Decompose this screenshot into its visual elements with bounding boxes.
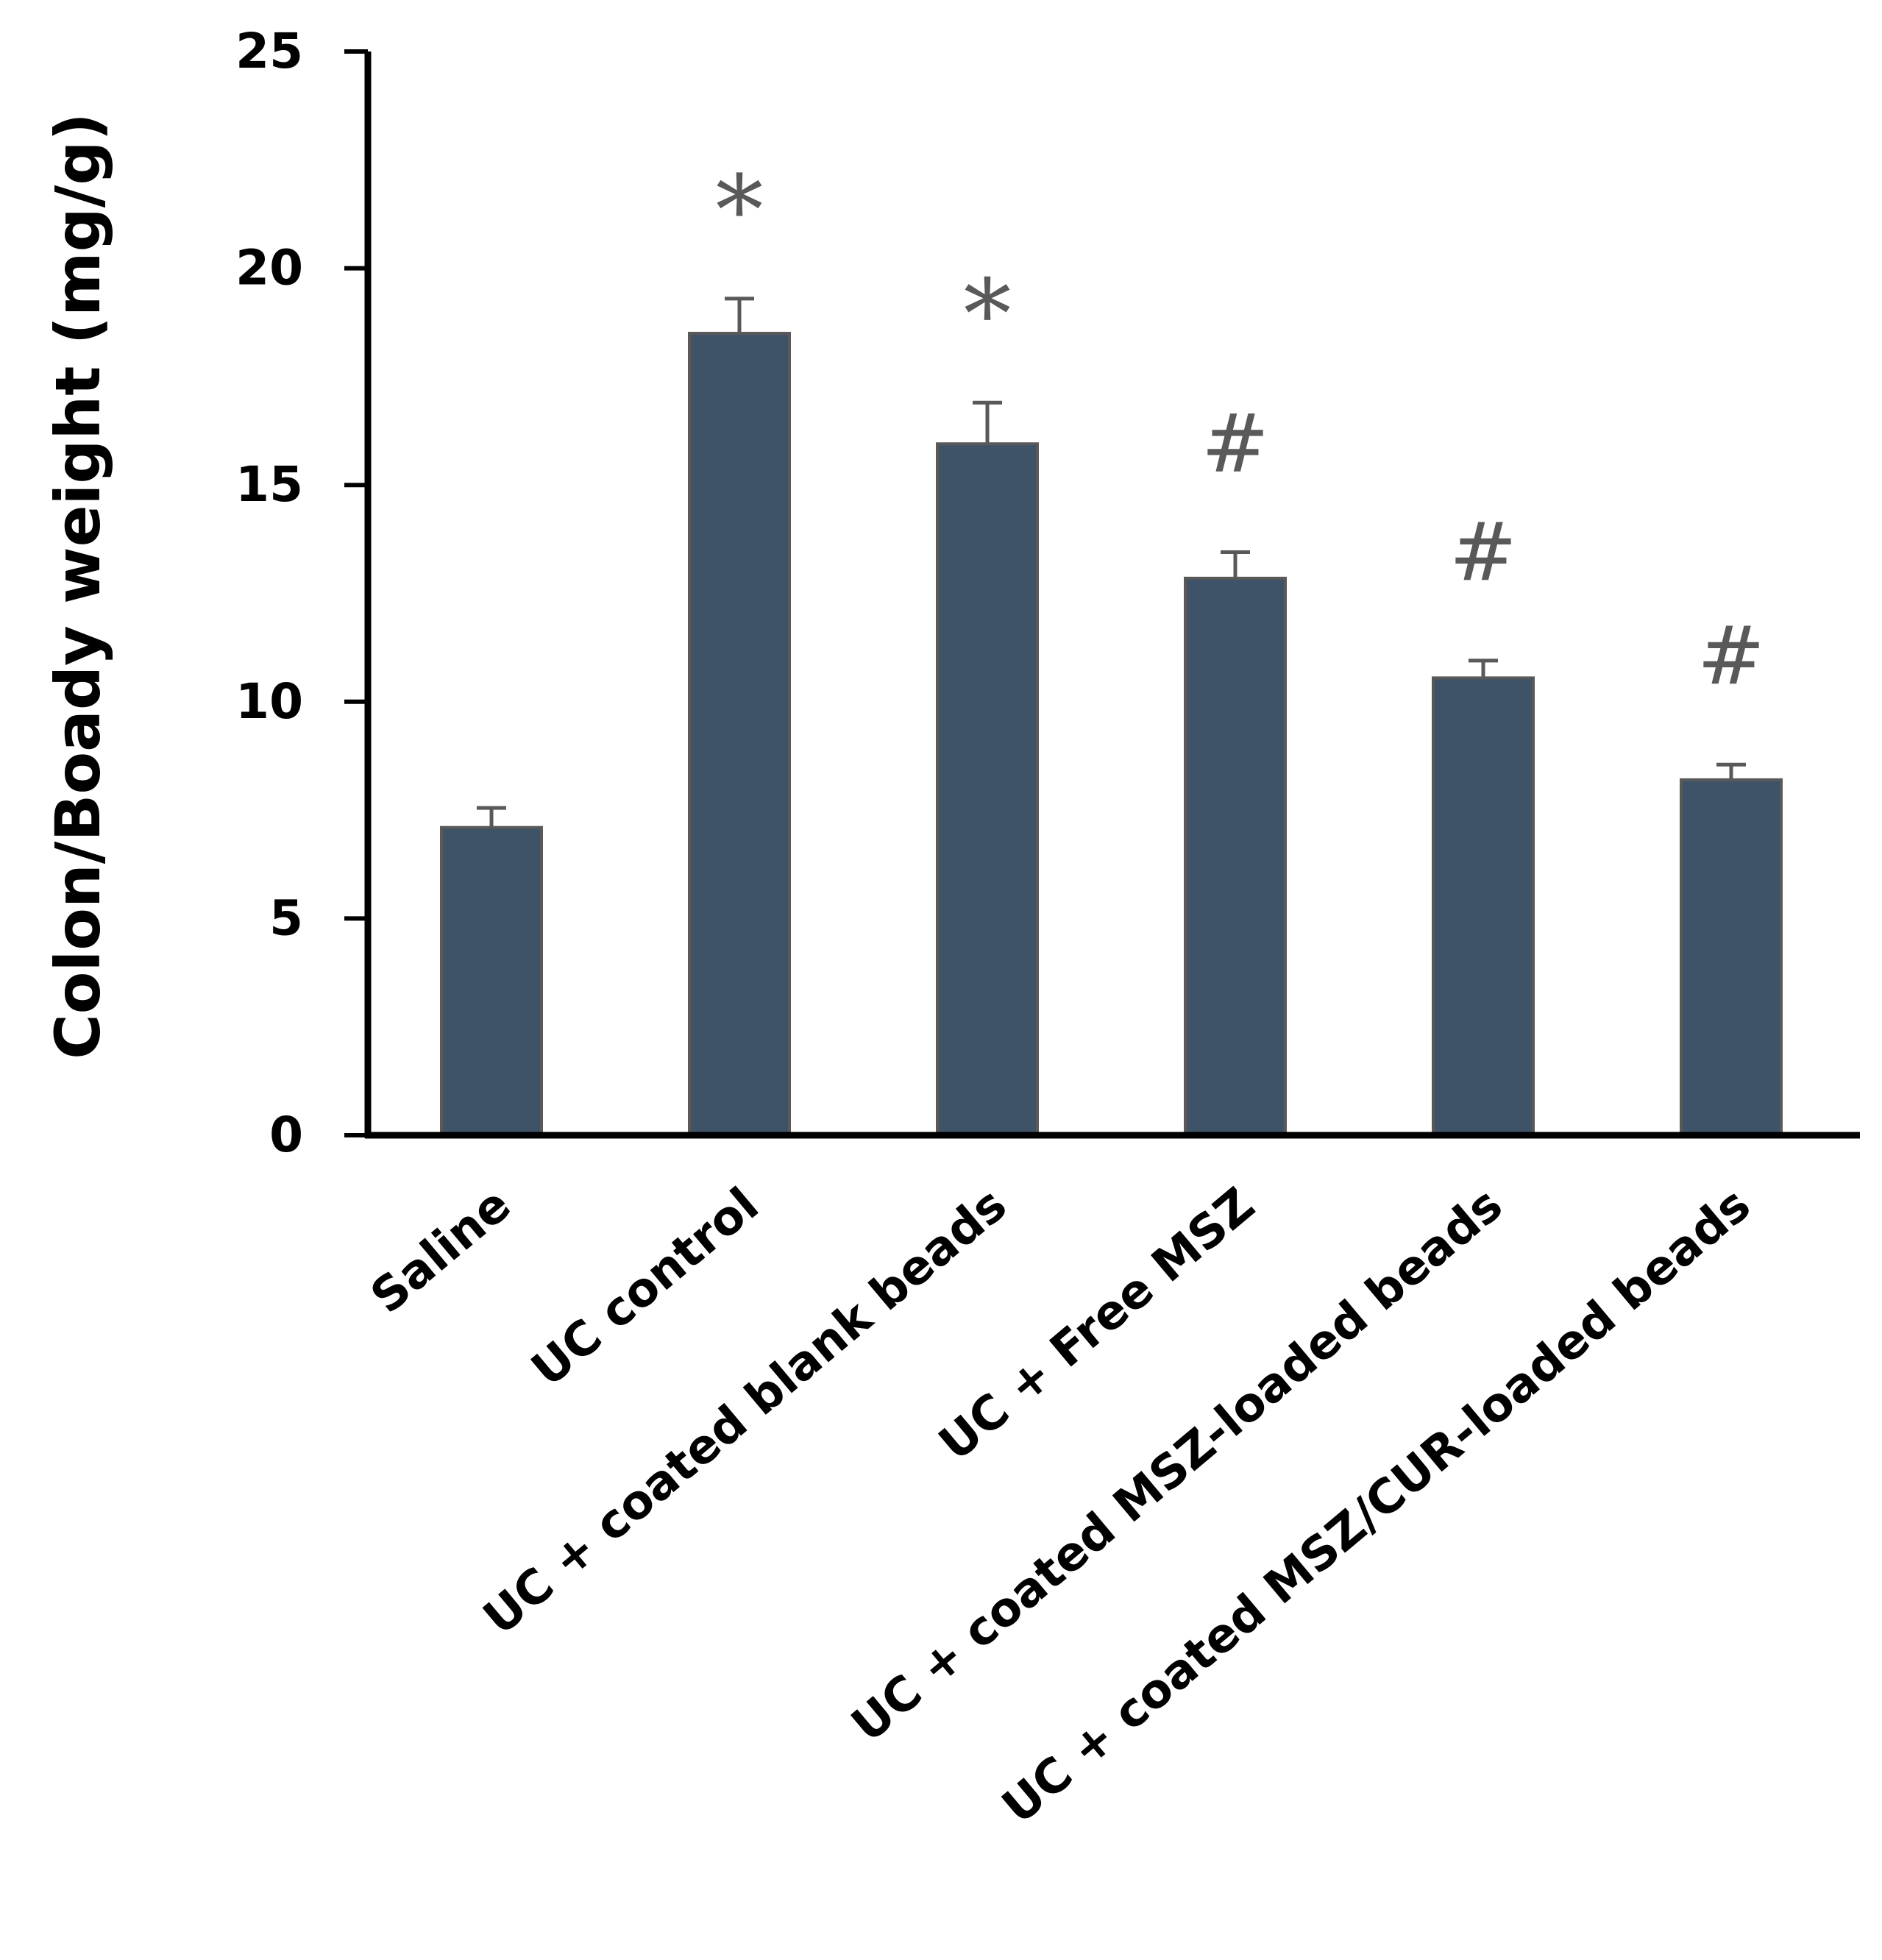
significance-annotations: * * # # # [716, 155, 1766, 703]
y-tick-label: 0 [269, 1107, 303, 1163]
bar [440, 825, 543, 1137]
y-tick-label: 10 [235, 673, 303, 730]
y-tick-label: 15 [235, 456, 303, 513]
significance-marker: # [1697, 608, 1765, 703]
bars [440, 331, 1783, 1137]
significance-marker: * [716, 155, 764, 266]
x-category-label: UC control [522, 1178, 769, 1398]
bar [1680, 778, 1783, 1137]
y-axis: 0 5 10 15 20 25 [235, 23, 372, 1163]
bar [1184, 576, 1287, 1137]
y-axis-label: Colon/Boady weight (mg/g) [42, 113, 114, 1059]
y-tick-label: 20 [235, 240, 303, 297]
error-bars [477, 297, 1746, 828]
bar [688, 331, 791, 1137]
x-category-label: UC + coated blank beads [474, 1178, 1018, 1646]
y-tick-label: 5 [269, 890, 303, 946]
x-category-label: Saline [361, 1178, 522, 1324]
significance-marker: # [1201, 397, 1269, 491]
bar [1432, 676, 1535, 1137]
bar [936, 442, 1039, 1137]
significance-marker: # [1449, 505, 1517, 599]
y-tick-label: 25 [235, 23, 303, 79]
significance-marker: * [964, 258, 1012, 370]
